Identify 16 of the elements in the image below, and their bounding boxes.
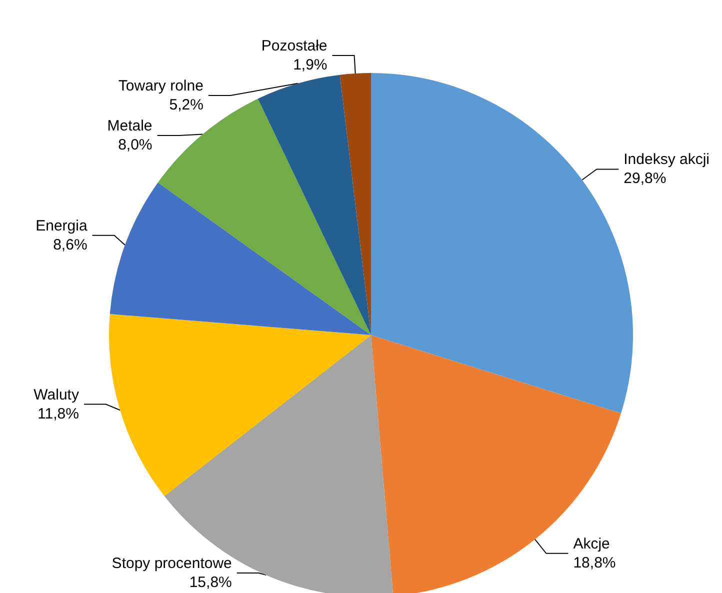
data-label: 1,9% — [293, 56, 328, 74]
data-label: 8,0% — [118, 136, 152, 154]
data-label: 8,6% — [53, 236, 88, 254]
data-label: 29,8% — [624, 170, 666, 188]
slice-label: Waluty — [34, 386, 80, 404]
slice-label: Metale — [107, 118, 152, 134]
slice-label: Indeksy akcji — [624, 151, 710, 168]
data-label: 18,8% — [573, 554, 616, 572]
slice-label: Pozostałe — [261, 38, 328, 54]
slice-label: Akcje — [573, 535, 610, 552]
data-label: 15,8% — [189, 574, 232, 591]
data-label: 5,2% — [169, 96, 204, 114]
slice-label: Towary rolne — [118, 78, 204, 94]
data-label: 11,8% — [38, 405, 79, 422]
slice-label: Stopy procentowe — [112, 555, 232, 572]
slice-label: Energia — [36, 217, 88, 234]
